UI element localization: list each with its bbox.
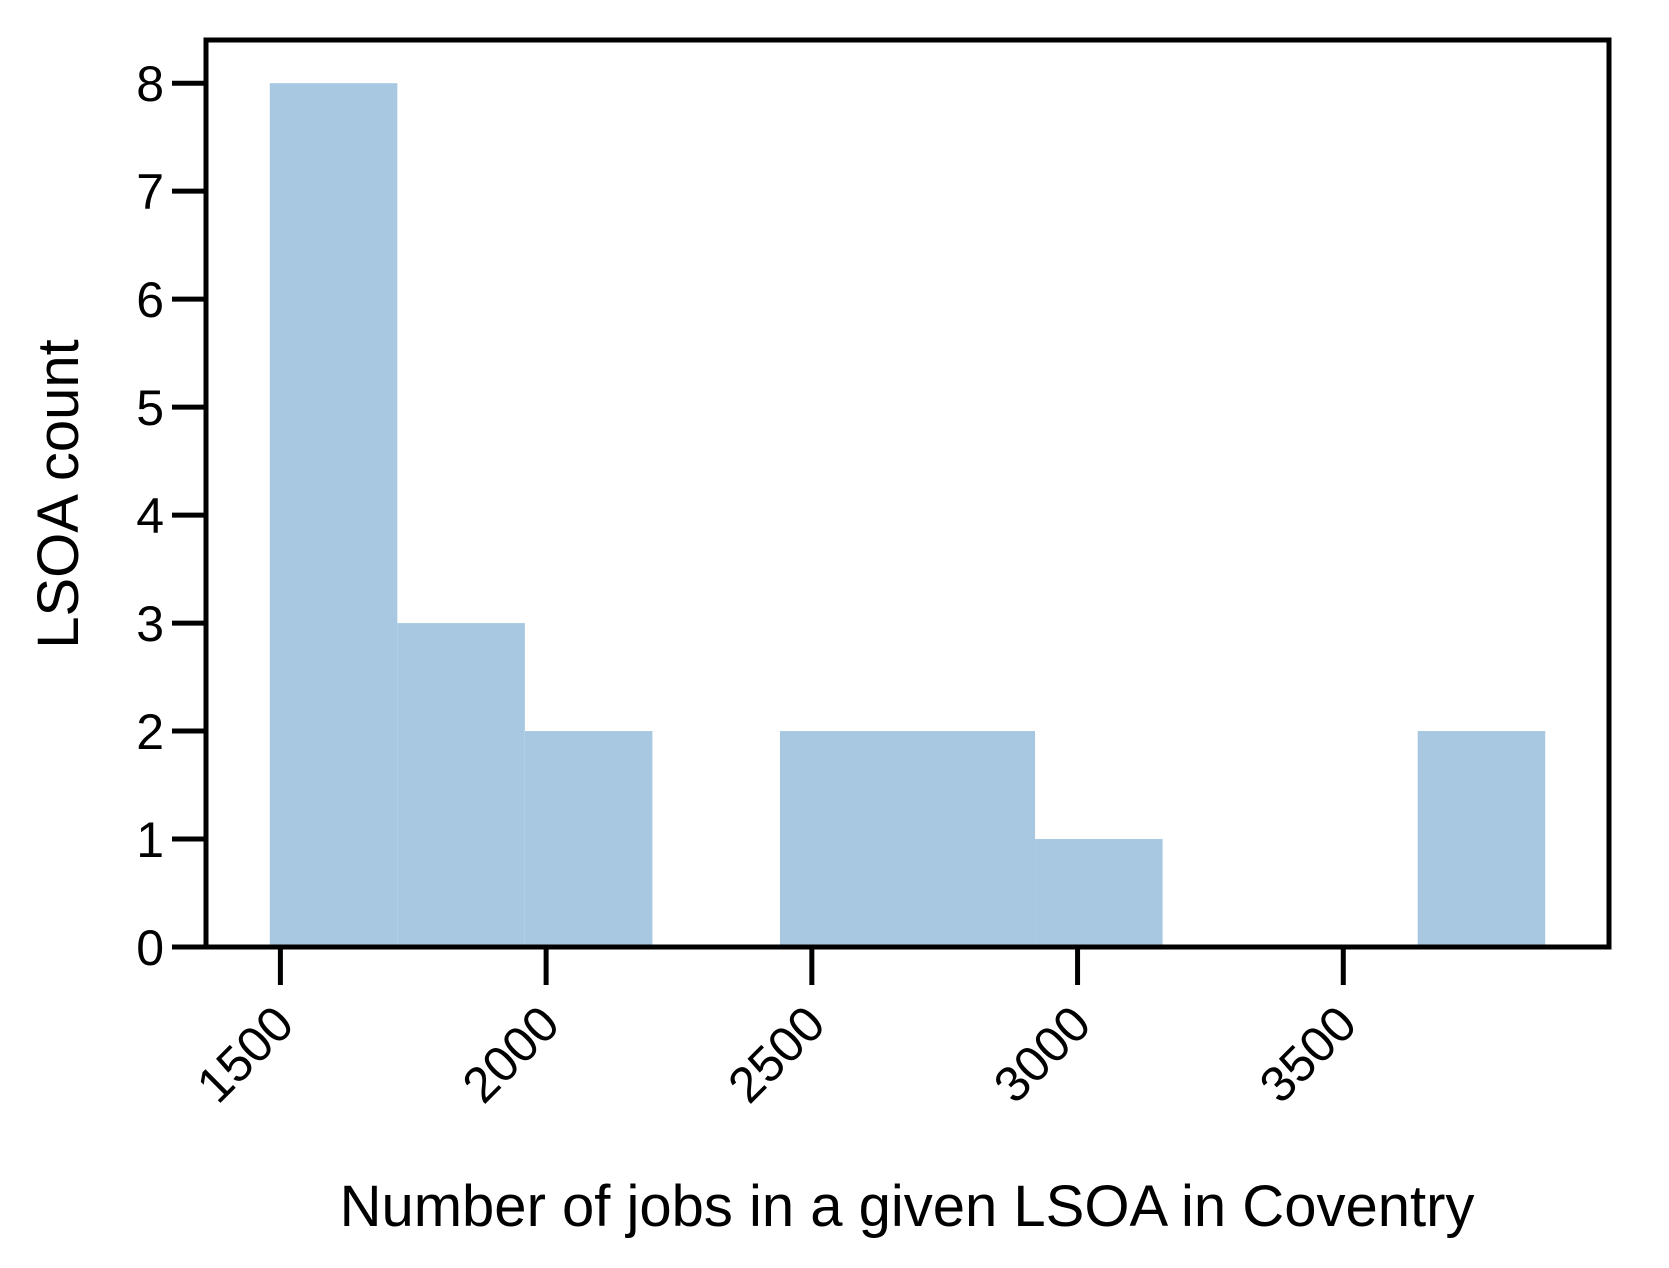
y-tick-label: 1 (136, 812, 164, 868)
histogram-bar-5 (907, 731, 1036, 947)
y-tick-label: 4 (136, 488, 164, 544)
x-tick-label: 3000 (983, 995, 1101, 1113)
x-tick-label: 1500 (186, 995, 304, 1113)
x-axis-label: Number of jobs in a given LSOA in Covent… (340, 1174, 1475, 1239)
histogram-bar-1 (397, 623, 525, 947)
y-tick-label: 7 (136, 164, 164, 220)
x-tick-label: 2000 (452, 995, 570, 1113)
y-axis-ticks: 0 1 2 3 4 5 6 7 8 (136, 56, 206, 976)
histogram-bar-0 (269, 83, 398, 947)
y-tick-label: 2 (136, 704, 164, 760)
x-tick-label: 2500 (717, 995, 835, 1113)
y-tick-label: 0 (136, 920, 164, 976)
x-axis-ticks: 1500 2000 2500 3000 3500 (186, 947, 1367, 1113)
plot-frame (203, 37, 1612, 950)
histogram-bar-2 (524, 731, 653, 947)
y-tick-label: 5 (136, 380, 164, 436)
histogram-bar-9 (1417, 731, 1546, 947)
y-tick-label: 8 (136, 56, 164, 112)
y-tick-label: 6 (136, 272, 164, 328)
histogram-bar-6 (1035, 839, 1163, 947)
y-tick-label: 3 (136, 596, 164, 652)
y-axis-label: LSOA count (26, 339, 91, 649)
x-tick-label: 3500 (1249, 995, 1367, 1113)
histogram-bar-4 (779, 731, 908, 947)
histogram-bars (269, 83, 1546, 947)
